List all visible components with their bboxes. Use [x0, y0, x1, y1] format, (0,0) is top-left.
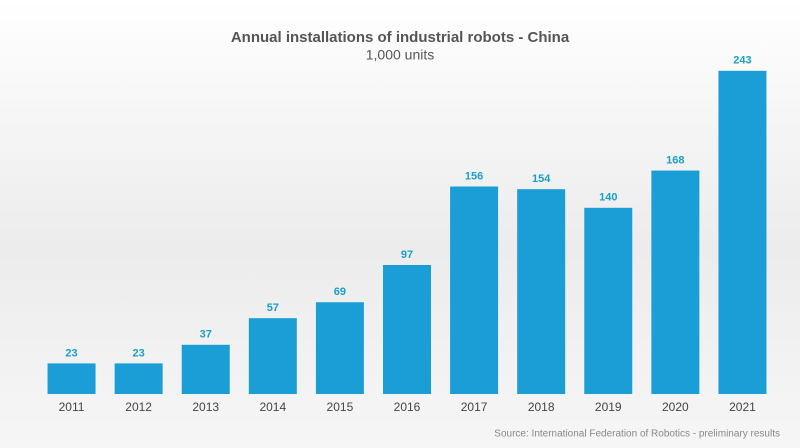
x-tick-label: 2019 [595, 400, 622, 414]
x-tick-label: 2015 [327, 400, 354, 414]
bar [315, 302, 364, 394]
data-label: 57 [267, 302, 279, 314]
x-tick-label: 2017 [461, 400, 488, 414]
data-label: 156 [465, 170, 483, 182]
bar [114, 363, 163, 394]
data-label: 168 [666, 154, 684, 166]
data-label: 243 [733, 55, 751, 67]
bar [651, 170, 700, 394]
bar [383, 264, 431, 394]
data-label: 23 [133, 347, 145, 359]
bar [584, 207, 633, 394]
data-label: 23 [65, 347, 77, 359]
x-tick-label: 2013 [192, 400, 219, 414]
x-tick-label: 2021 [729, 400, 756, 414]
data-label: 69 [334, 286, 346, 298]
bar [450, 186, 499, 394]
x-tick-label: 2014 [259, 400, 286, 414]
data-label: 97 [401, 249, 413, 261]
x-tick-label: 2016 [394, 400, 421, 414]
chart-subtitle: 1,000 units [366, 47, 435, 63]
x-tick-label: 2020 [662, 400, 689, 414]
bar [718, 70, 767, 394]
bar [248, 318, 297, 394]
source-note: Source: International Federation of Robo… [494, 429, 780, 440]
bar [181, 344, 230, 394]
bar [517, 189, 566, 394]
data-label: 37 [200, 329, 212, 341]
x-tick-label: 2011 [59, 400, 85, 414]
data-label: 140 [599, 192, 617, 204]
x-tick-label: 2018 [528, 400, 555, 414]
data-label: 154 [532, 173, 551, 185]
bar [47, 363, 96, 394]
x-tick-label: 2012 [125, 400, 152, 414]
chart-title: Annual installations of industrial robot… [231, 29, 570, 46]
